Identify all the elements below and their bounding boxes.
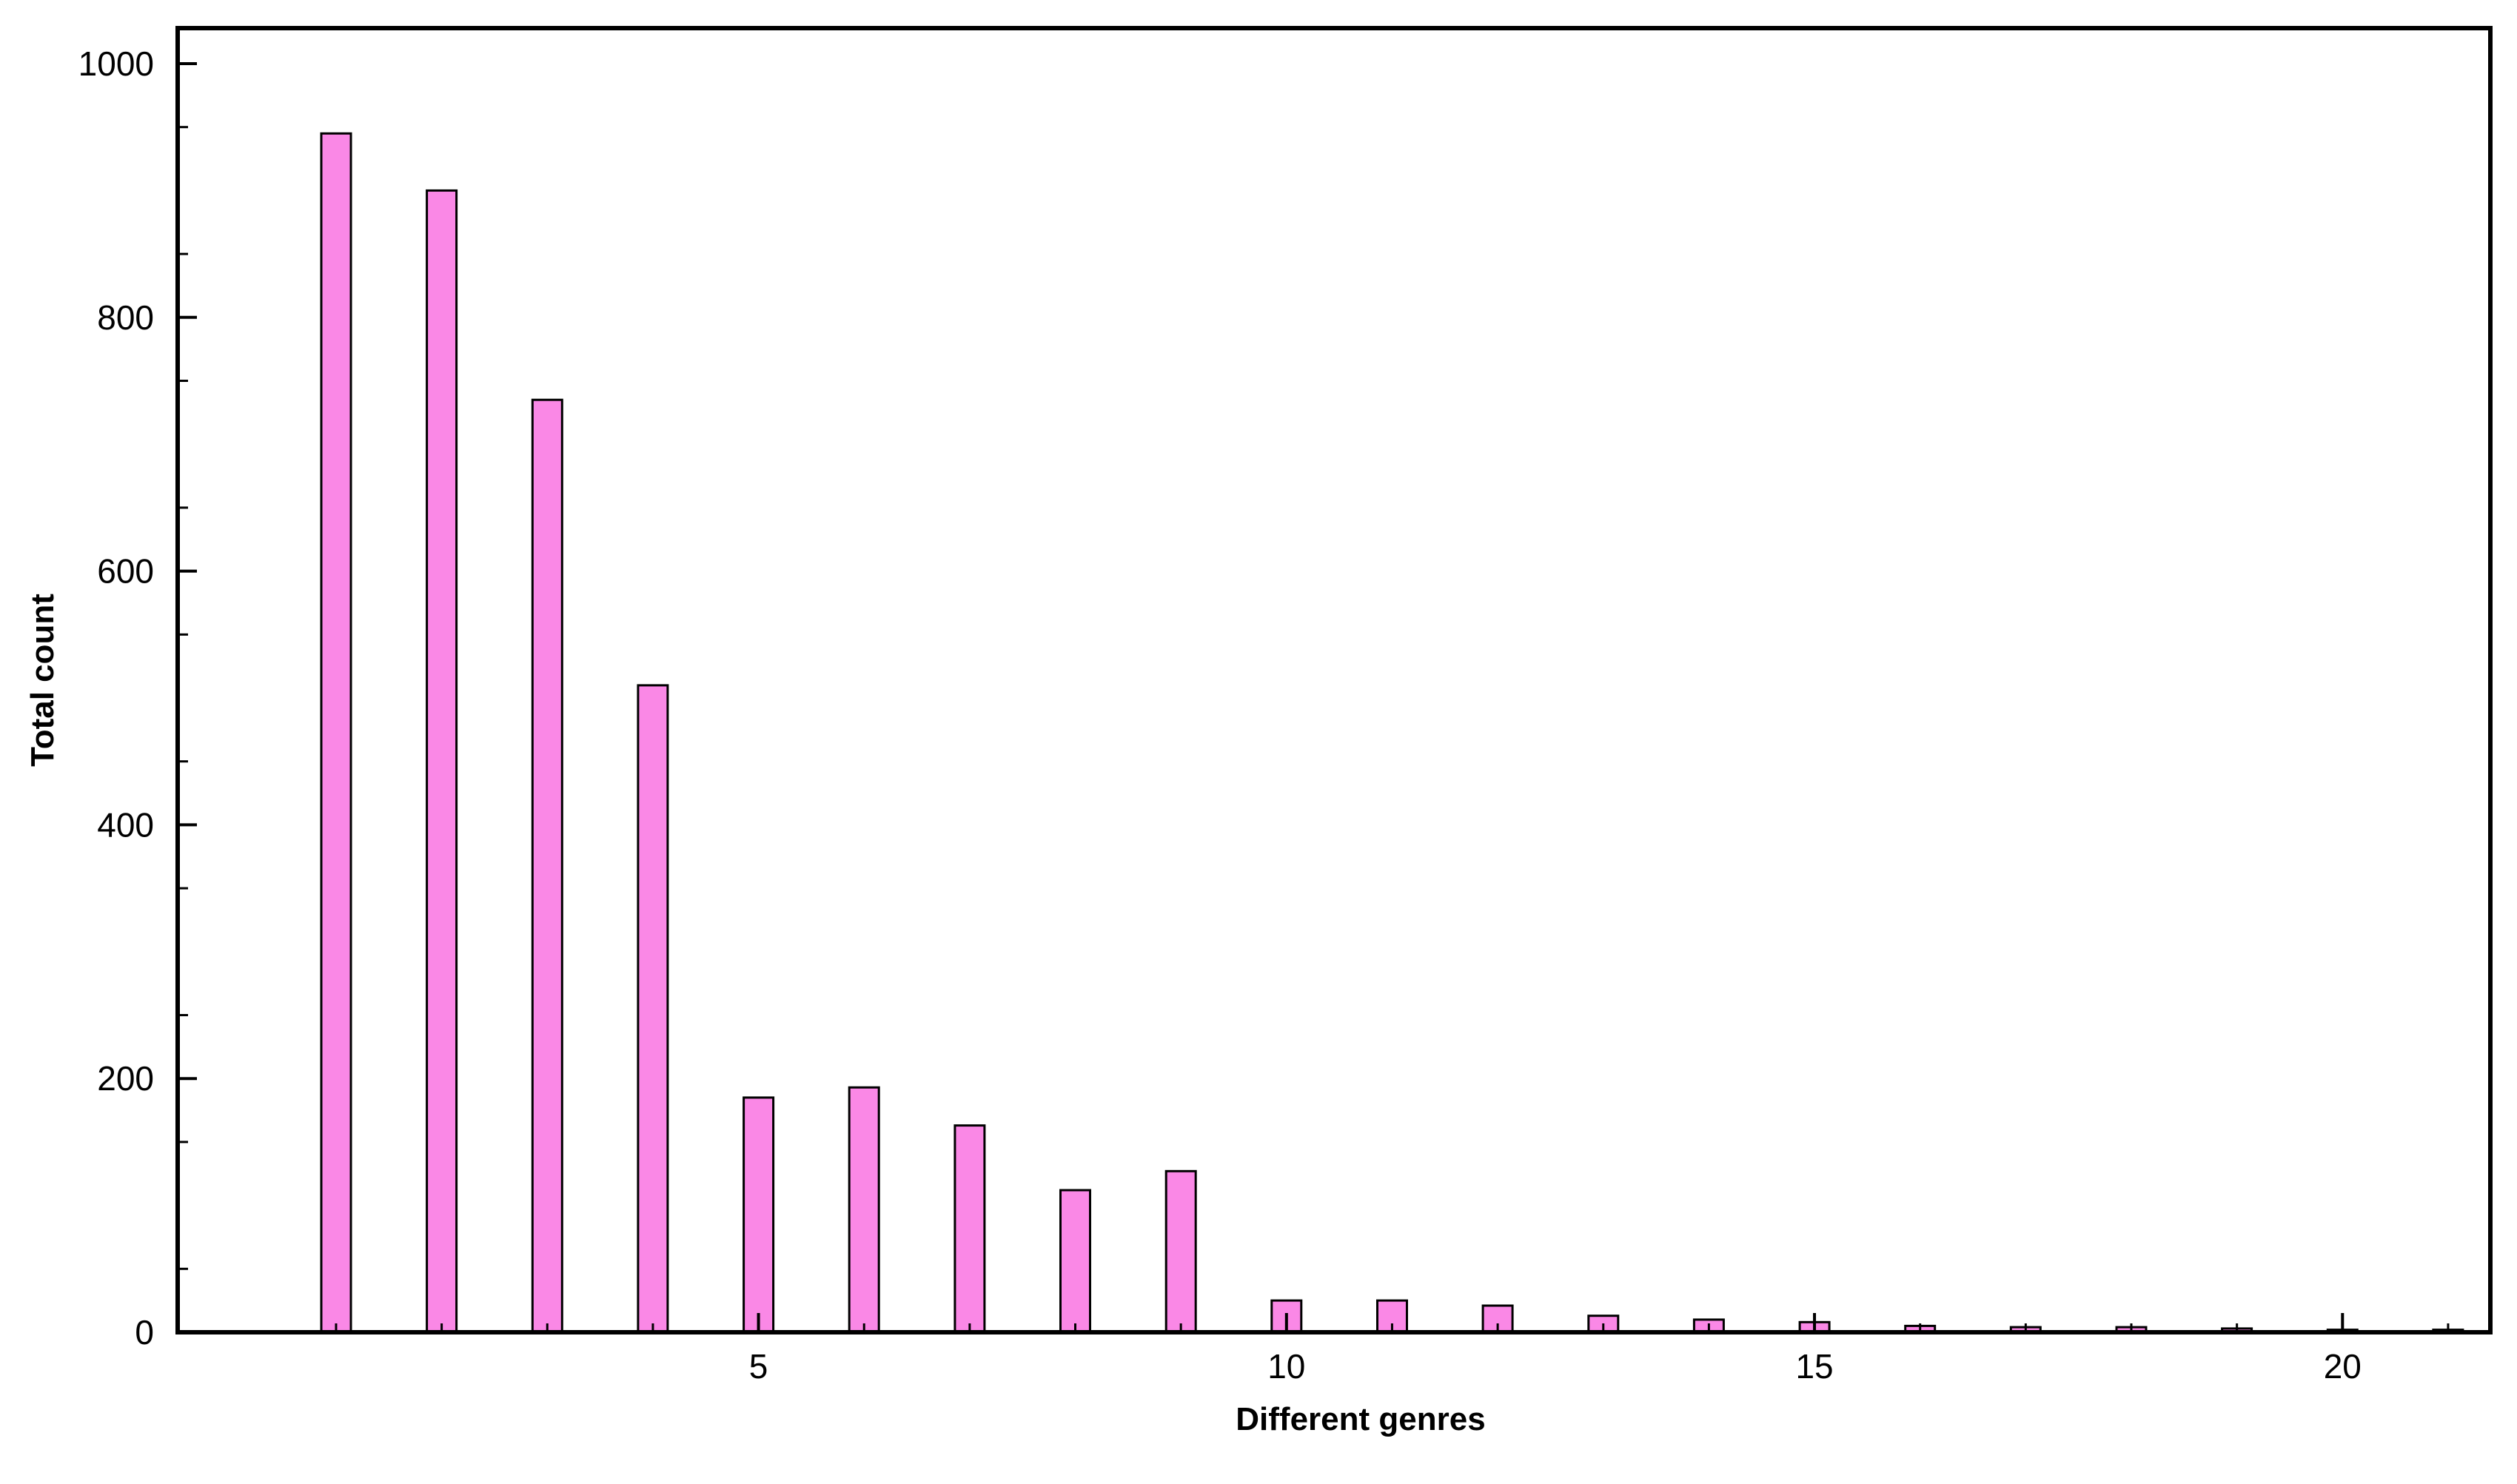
bars <box>320 132 2464 1334</box>
y-tick-label: 400 <box>97 805 154 844</box>
x-axis-title: Different genres <box>1236 1401 1485 1437</box>
bar-6 <box>848 1086 880 1334</box>
x-tick-label: 20 <box>2324 1347 2362 1386</box>
bar-2 <box>426 189 458 1334</box>
bar-1 <box>320 132 352 1334</box>
y-tick-label: 200 <box>97 1059 154 1098</box>
y-tick-label: 0 <box>135 1313 154 1352</box>
bar-5 <box>743 1096 775 1334</box>
bar-3 <box>531 398 563 1334</box>
bar-8 <box>1059 1189 1091 1334</box>
x-tick-label: 5 <box>749 1347 768 1386</box>
y-tick-label: 1000 <box>78 44 154 83</box>
bar-4 <box>637 684 669 1334</box>
y-tick-label: 600 <box>97 552 154 591</box>
x-tick-label: 15 <box>1795 1347 1833 1386</box>
bar-9 <box>1164 1169 1197 1334</box>
y-tick-label: 800 <box>97 298 154 337</box>
x-tick-label: 10 <box>1267 1347 1305 1386</box>
axis-ticks: 0 200 400 600 800 1000 5 10 15 20 <box>78 44 2450 1386</box>
bar-7 <box>953 1124 986 1334</box>
y-axis-title: Total count <box>24 594 61 767</box>
plot-frame <box>175 26 2493 1334</box>
